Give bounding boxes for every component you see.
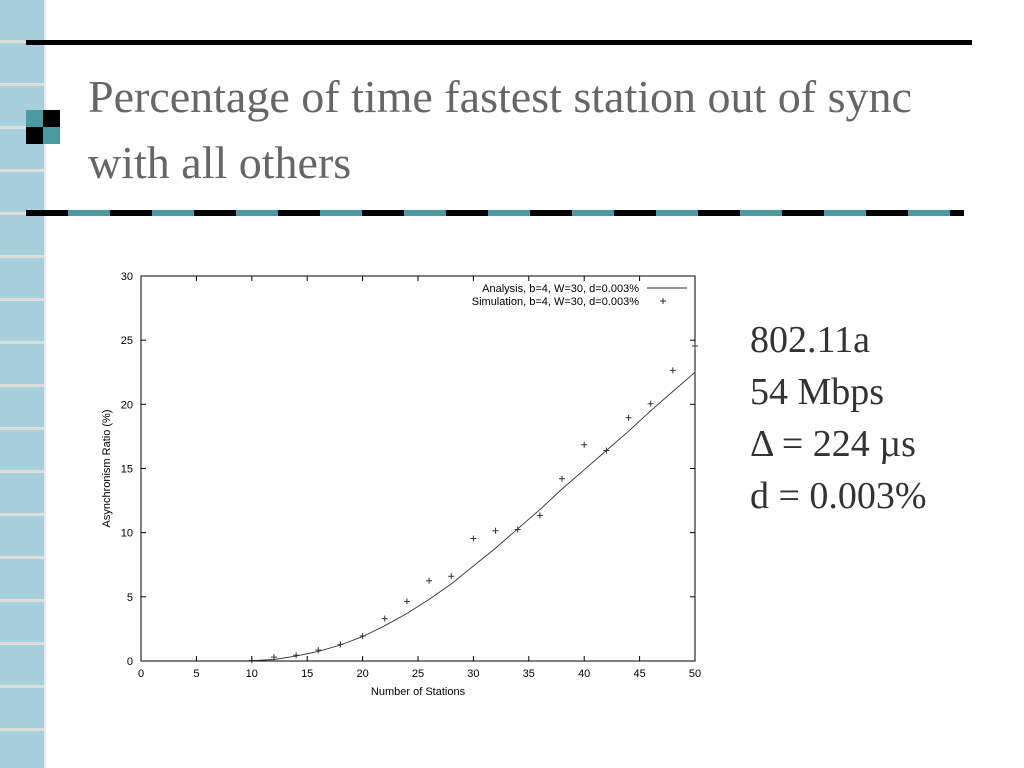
y-axis-label: Asynchronism Ratio (%) — [101, 410, 113, 528]
simulation-point — [293, 652, 300, 659]
x-tick-label: 30 — [467, 668, 479, 680]
simulation-point — [248, 657, 255, 664]
x-tick-label: 15 — [301, 668, 313, 680]
simulation-point — [669, 367, 676, 374]
x-tick-label: 45 — [633, 668, 645, 680]
legend-simulation-swatch — [660, 298, 666, 304]
x-tick-label: 25 — [412, 668, 424, 680]
simulation-point — [692, 342, 698, 349]
simulation-point — [647, 400, 654, 407]
dashed-divider — [26, 210, 964, 216]
y-tick-label: 5 — [127, 592, 133, 604]
param-delta: Δ = 224 µs — [750, 423, 916, 465]
param-standard: 802.11a — [750, 319, 870, 361]
y-tick-label: 25 — [121, 335, 133, 347]
y-tick-label: 30 — [121, 271, 133, 283]
simulation-point — [270, 654, 277, 661]
simulation-point — [359, 632, 366, 639]
x-tick-label: 0 — [138, 668, 144, 680]
simulation-point — [448, 573, 455, 580]
legend-analysis-label: Analysis, b=4, W=30, d=0.003% — [482, 283, 639, 295]
simulation-point — [514, 526, 521, 533]
simulation-point — [470, 535, 477, 542]
analysis-series-line — [251, 371, 696, 662]
x-tick-label: 20 — [356, 668, 368, 680]
x-axis-label: Number of Stations — [371, 686, 466, 698]
simulation-point — [536, 512, 543, 519]
top-rule — [26, 40, 972, 45]
simulation-point — [559, 475, 566, 482]
plot-frame — [140, 275, 696, 662]
simulation-point — [315, 647, 322, 654]
x-tick-label: 50 — [689, 668, 701, 680]
simulation-point — [581, 441, 588, 448]
x-tick-label: 10 — [246, 668, 258, 680]
param-d: d = 0.003% — [750, 475, 927, 517]
simulation-point — [381, 615, 388, 622]
x-tick-label: 5 — [193, 668, 199, 680]
slide-title: Percentage of time fastest station out o… — [88, 71, 912, 188]
title-bullet-icon — [26, 110, 60, 144]
y-tick-label: 10 — [121, 528, 133, 540]
simulation-point — [603, 447, 610, 454]
simulation-point — [426, 577, 433, 584]
y-tick-label: 15 — [121, 464, 133, 476]
y-tick-label: 20 — [121, 399, 133, 411]
simulation-point — [625, 414, 632, 421]
y-tick-label: 0 — [127, 656, 133, 668]
x-tick-label: 35 — [523, 668, 535, 680]
legend-simulation-label: Simulation, b=4, W=30, d=0.003% — [472, 296, 639, 308]
x-tick-label: 40 — [578, 668, 590, 680]
param-rate: 54 Mbps — [750, 371, 885, 413]
simulation-point — [337, 641, 344, 648]
simulation-point — [403, 598, 410, 605]
parameter-list: 802.11a 54 Mbps Δ = 224 µs d = 0.003% — [750, 314, 927, 522]
simulation-point — [492, 527, 499, 534]
